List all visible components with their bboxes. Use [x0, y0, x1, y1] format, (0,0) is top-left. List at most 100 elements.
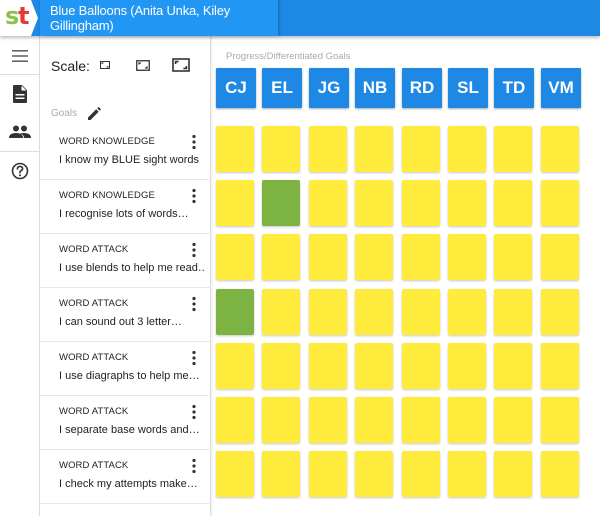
- goal-cell[interactable]: [309, 343, 347, 389]
- goal-cell[interactable]: [309, 397, 347, 443]
- more-vert-icon[interactable]: [191, 188, 197, 204]
- goal-cell[interactable]: [262, 451, 300, 497]
- scale-small-button[interactable]: [96, 54, 114, 76]
- student-header-cj[interactable]: CJ: [216, 68, 256, 108]
- more-vert-icon[interactable]: [191, 296, 197, 312]
- goal-cell[interactable]: [541, 126, 579, 172]
- goal-cell[interactable]: [355, 126, 393, 172]
- more-vert-icon[interactable]: [191, 350, 197, 366]
- goal-row[interactable]: WORD ATTACK I use blends to help me read…: [40, 234, 211, 288]
- goal-cell[interactable]: [262, 343, 300, 389]
- help-button[interactable]: [0, 153, 39, 189]
- more-vert-icon[interactable]: [191, 458, 197, 474]
- scale-large-button[interactable]: [168, 54, 194, 76]
- goal-cell[interactable]: [355, 234, 393, 280]
- matrix-title: Progress/Differentiated Goals: [226, 51, 351, 62]
- goal-cell[interactable]: [355, 343, 393, 389]
- menu-icon: [11, 50, 28, 62]
- goal-cell[interactable]: [448, 397, 486, 443]
- goal-cell[interactable]: [309, 126, 347, 172]
- goal-cell[interactable]: [494, 343, 532, 389]
- goal-cell[interactable]: [402, 180, 440, 226]
- goal-row[interactable]: WORD KNOWLEDGE I recognise lots of words…: [40, 180, 211, 234]
- scale-medium-button[interactable]: [132, 54, 154, 76]
- goal-row[interactable]: WORD ATTACK I separate base words and…: [40, 396, 211, 450]
- top-bar: s t Blue Balloons (Anita Unka, Kiley Gil…: [0, 0, 600, 36]
- goal-cell[interactable]: [309, 180, 347, 226]
- goal-cell[interactable]: [448, 180, 486, 226]
- scale-medium-icon: [136, 59, 150, 71]
- goal-cell[interactable]: [541, 343, 579, 389]
- goal-cell[interactable]: [541, 180, 579, 226]
- more-vert-icon[interactable]: [191, 404, 197, 420]
- goal-cell[interactable]: [494, 126, 532, 172]
- goal-cell[interactable]: [448, 126, 486, 172]
- goal-cell[interactable]: [402, 451, 440, 497]
- goal-row[interactable]: WORD ATTACK I check my attempts make…: [40, 450, 211, 504]
- goal-row[interactable]: WORD KNOWLEDGE I know my BLUE sight word…: [40, 126, 211, 180]
- student-header-jg[interactable]: JG: [309, 68, 349, 108]
- goal-cell[interactable]: [402, 234, 440, 280]
- student-header-el[interactable]: EL: [262, 68, 302, 108]
- goal-text: I use blends to help me read…: [59, 262, 205, 274]
- student-header-td[interactable]: TD: [494, 68, 534, 108]
- goal-cell[interactable]: [541, 451, 579, 497]
- goal-cell[interactable]: [216, 289, 254, 335]
- goal-cell[interactable]: [448, 451, 486, 497]
- goal-cell[interactable]: [355, 451, 393, 497]
- goal-cell[interactable]: [355, 180, 393, 226]
- goal-cell[interactable]: [494, 180, 532, 226]
- goal-row[interactable]: WORD ATTACK I use diagraphs to help me…: [40, 342, 211, 396]
- app-logo[interactable]: s t: [0, 0, 38, 36]
- goal-cell[interactable]: [262, 234, 300, 280]
- goal-cell[interactable]: [262, 126, 300, 172]
- goal-cell[interactable]: [216, 451, 254, 497]
- goal-cell[interactable]: [216, 397, 254, 443]
- students-button[interactable]: [0, 114, 39, 150]
- goal-row[interactable]: WORD ATTACK I can sound out 3 letter…: [40, 288, 211, 342]
- goal-cell[interactable]: [494, 397, 532, 443]
- goal-cell[interactable]: [402, 126, 440, 172]
- more-vert-icon[interactable]: [191, 242, 197, 258]
- goal-cell[interactable]: [494, 234, 532, 280]
- goal-cell[interactable]: [309, 451, 347, 497]
- goal-cell[interactable]: [262, 397, 300, 443]
- goal-cell[interactable]: [402, 343, 440, 389]
- goal-cell[interactable]: [216, 234, 254, 280]
- student-header-nb[interactable]: NB: [355, 68, 395, 108]
- goal-category: WORD ATTACK: [59, 244, 129, 255]
- goal-cell[interactable]: [448, 234, 486, 280]
- goal-cell[interactable]: [448, 289, 486, 335]
- goal-cell[interactable]: [309, 289, 347, 335]
- student-header-sl[interactable]: SL: [448, 68, 488, 108]
- menu-button[interactable]: [0, 38, 39, 74]
- goal-text: I recognise lots of words…: [59, 208, 189, 220]
- goal-cell[interactable]: [448, 343, 486, 389]
- documents-button[interactable]: [0, 76, 39, 112]
- goal-text: I separate base words and…: [59, 424, 200, 436]
- goal-cell[interactable]: [262, 289, 300, 335]
- goal-category: WORD KNOWLEDGE: [59, 190, 155, 201]
- goal-cell[interactable]: [541, 234, 579, 280]
- document-icon: [12, 85, 27, 103]
- goal-cell[interactable]: [262, 180, 300, 226]
- goal-cell[interactable]: [355, 289, 393, 335]
- goal-cell[interactable]: [541, 397, 579, 443]
- goal-cell[interactable]: [355, 397, 393, 443]
- student-header-rd[interactable]: RD: [402, 68, 442, 108]
- goal-cell[interactable]: [402, 289, 440, 335]
- goals-panel: Scale: Goals WO: [40, 36, 211, 516]
- goal-cell[interactable]: [216, 180, 254, 226]
- student-header-vm[interactable]: VM: [541, 68, 581, 108]
- goal-cell[interactable]: [402, 397, 440, 443]
- goal-cell[interactable]: [494, 289, 532, 335]
- goal-cell[interactable]: [216, 126, 254, 172]
- more-vert-icon[interactable]: [191, 134, 197, 150]
- goal-cell[interactable]: [494, 451, 532, 497]
- edit-goals-button[interactable]: [87, 107, 101, 121]
- scale-small-icon: [100, 61, 110, 69]
- goal-cell[interactable]: [216, 343, 254, 389]
- goal-cell[interactable]: [541, 289, 579, 335]
- goal-cell[interactable]: [309, 234, 347, 280]
- class-title-tab[interactable]: Blue Balloons (Anita Unka, Kiley Gilling…: [40, 0, 278, 36]
